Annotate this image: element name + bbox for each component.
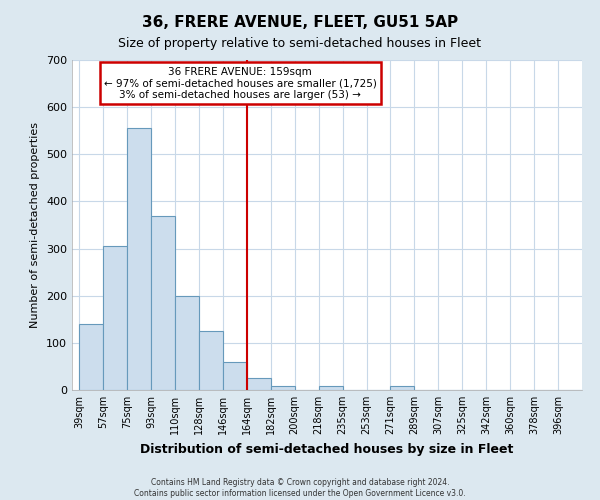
- Text: 36, FRERE AVENUE, FLEET, GU51 5AP: 36, FRERE AVENUE, FLEET, GU51 5AP: [142, 15, 458, 30]
- Bar: [223, 362, 247, 390]
- Bar: [79, 324, 103, 390]
- Bar: [247, 378, 271, 390]
- Bar: [175, 296, 199, 390]
- Y-axis label: Number of semi-detached properties: Number of semi-detached properties: [31, 122, 40, 328]
- Text: Size of property relative to semi-detached houses in Fleet: Size of property relative to semi-detach…: [119, 38, 482, 51]
- Text: 36 FRERE AVENUE: 159sqm
← 97% of semi-detached houses are smaller (1,725)
3% of : 36 FRERE AVENUE: 159sqm ← 97% of semi-de…: [104, 66, 377, 100]
- Bar: [319, 386, 343, 390]
- Text: Contains HM Land Registry data © Crown copyright and database right 2024.
Contai: Contains HM Land Registry data © Crown c…: [134, 478, 466, 498]
- Bar: [271, 386, 295, 390]
- Bar: [199, 331, 223, 390]
- Bar: [127, 128, 151, 390]
- Bar: [391, 386, 415, 390]
- Bar: [103, 246, 127, 390]
- X-axis label: Distribution of semi-detached houses by size in Fleet: Distribution of semi-detached houses by …: [140, 442, 514, 456]
- Bar: [151, 216, 175, 390]
